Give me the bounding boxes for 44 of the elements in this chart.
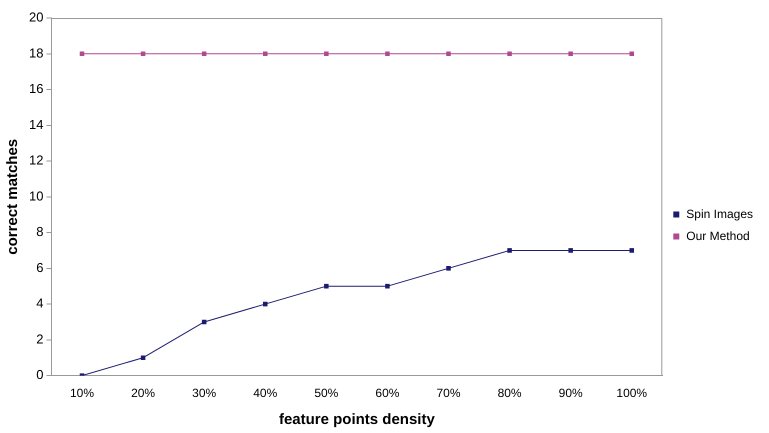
x-tick-label: 80% <box>498 386 522 400</box>
point <box>140 51 146 56</box>
x-tick-label: 10% <box>70 386 94 400</box>
point <box>629 51 634 56</box>
x-tick-label: 20% <box>131 386 156 400</box>
point <box>385 284 390 288</box>
legend-label: Spin Images <box>686 206 753 221</box>
point <box>446 51 451 56</box>
point <box>446 266 451 271</box>
y-tick-label: 10 <box>28 188 44 204</box>
point <box>262 51 268 56</box>
point <box>324 284 329 288</box>
point <box>568 248 573 253</box>
y-tick-label: 12 <box>28 152 44 168</box>
point <box>568 51 573 56</box>
y-tick-label: 16 <box>28 81 44 96</box>
x-tick-label: 30% <box>192 386 216 400</box>
point <box>202 51 206 56</box>
y-tick-label: 2 <box>36 331 44 346</box>
y-tick-label: 18 <box>28 45 44 60</box>
y-tick-label: 8 <box>36 224 44 240</box>
x-tick-label: 100% <box>616 386 648 400</box>
x-tick-label: 90% <box>558 386 584 400</box>
point <box>385 51 390 56</box>
point <box>140 355 146 360</box>
y-tick-label: 6 <box>36 260 44 275</box>
x-tick-label: 50% <box>314 386 339 400</box>
point <box>202 320 206 324</box>
y-tick-label: 4 <box>36 296 44 311</box>
y-tick-label: 20 <box>28 10 44 25</box>
point <box>507 248 512 253</box>
point <box>80 51 84 56</box>
y-tick-label: 14 <box>28 116 44 132</box>
x-tick-label: 70% <box>436 386 461 400</box>
point <box>324 51 329 56</box>
y-tick-label: 0 <box>36 367 44 382</box>
x-tick-label: 60% <box>375 386 400 400</box>
legend-label: Our Method <box>686 228 750 243</box>
point <box>262 302 268 306</box>
point <box>507 51 512 56</box>
point <box>629 248 634 253</box>
x-tick-label: 40% <box>253 386 278 400</box>
y-axis-title: correct matches <box>4 138 22 255</box>
x-axis-title: feature points density <box>278 411 436 428</box>
